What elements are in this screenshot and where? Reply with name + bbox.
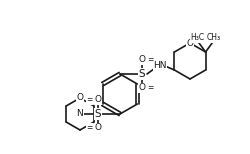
Text: O: O	[94, 95, 101, 105]
Text: S: S	[94, 109, 101, 119]
Text: O: O	[94, 124, 101, 132]
Text: =: =	[146, 55, 153, 65]
Text: =: =	[146, 83, 153, 93]
Text: O: O	[138, 83, 145, 93]
Text: O: O	[186, 38, 193, 47]
Text: O: O	[76, 93, 83, 103]
Text: O: O	[138, 55, 145, 65]
Text: HN: HN	[153, 61, 166, 71]
Text: N: N	[76, 109, 83, 118]
Text: H₃C: H₃C	[190, 34, 204, 43]
Text: =: =	[86, 95, 93, 105]
Text: CH₃: CH₃	[206, 34, 220, 43]
Text: =: =	[86, 124, 93, 132]
Text: S: S	[138, 69, 145, 79]
